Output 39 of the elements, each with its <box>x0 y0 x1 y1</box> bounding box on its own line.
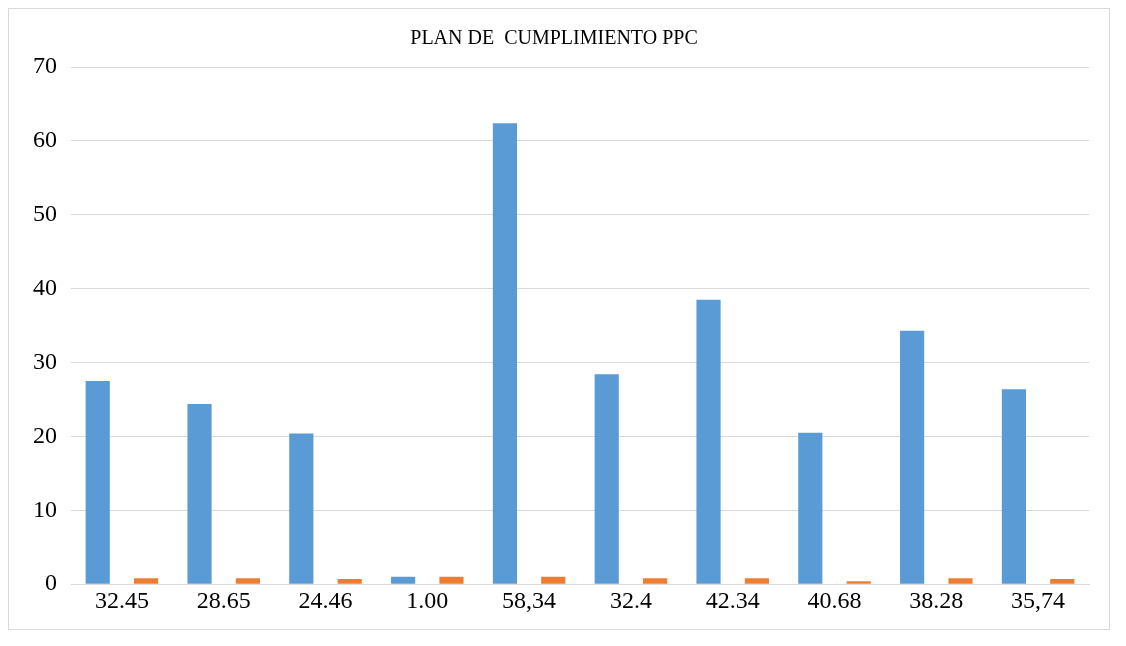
x-tick-label: 40.68 <box>807 586 862 613</box>
x-tick-label: 24.46 <box>298 586 353 613</box>
bar <box>187 403 212 584</box>
bar <box>1050 579 1075 584</box>
x-tick-label: 38.28 <box>909 586 964 613</box>
x-tick-label: 1.00 <box>406 586 449 613</box>
bar <box>1001 389 1027 584</box>
y-tick-label: 40 <box>33 273 57 300</box>
bar <box>900 330 925 584</box>
y-tick-label: 20 <box>33 421 57 448</box>
y-tick-label: 70 <box>33 52 57 79</box>
bar <box>594 374 619 584</box>
bar <box>642 578 668 584</box>
bar <box>846 581 871 584</box>
x-tick-label: 58,34 <box>502 586 557 613</box>
bar <box>696 299 721 584</box>
bar <box>337 579 362 584</box>
bar <box>492 123 518 584</box>
bar <box>744 578 769 584</box>
bar <box>391 576 416 584</box>
y-tick-label: 0 <box>45 569 57 596</box>
y-tick-label: 10 <box>33 495 57 522</box>
chart-title: PLAN DE CUMPLIMIENTO PPC <box>410 26 698 49</box>
x-tick-label: 28.65 <box>196 586 251 613</box>
bar <box>289 433 314 584</box>
bar <box>948 578 973 584</box>
x-tick-label: 32.4 <box>609 586 652 613</box>
y-tick-label: 50 <box>33 200 57 227</box>
bar <box>235 578 260 584</box>
x-tick-label: 42.34 <box>705 586 760 613</box>
y-tick-label: 30 <box>33 347 57 374</box>
y-tick-label: 60 <box>33 126 57 153</box>
bar <box>439 576 464 584</box>
bar <box>133 578 159 584</box>
x-tick-label: 35,74 <box>1011 586 1066 613</box>
x-tick-label: 32.45 <box>94 586 149 613</box>
bar <box>541 576 566 584</box>
bar <box>85 381 110 584</box>
bar <box>798 432 823 584</box>
